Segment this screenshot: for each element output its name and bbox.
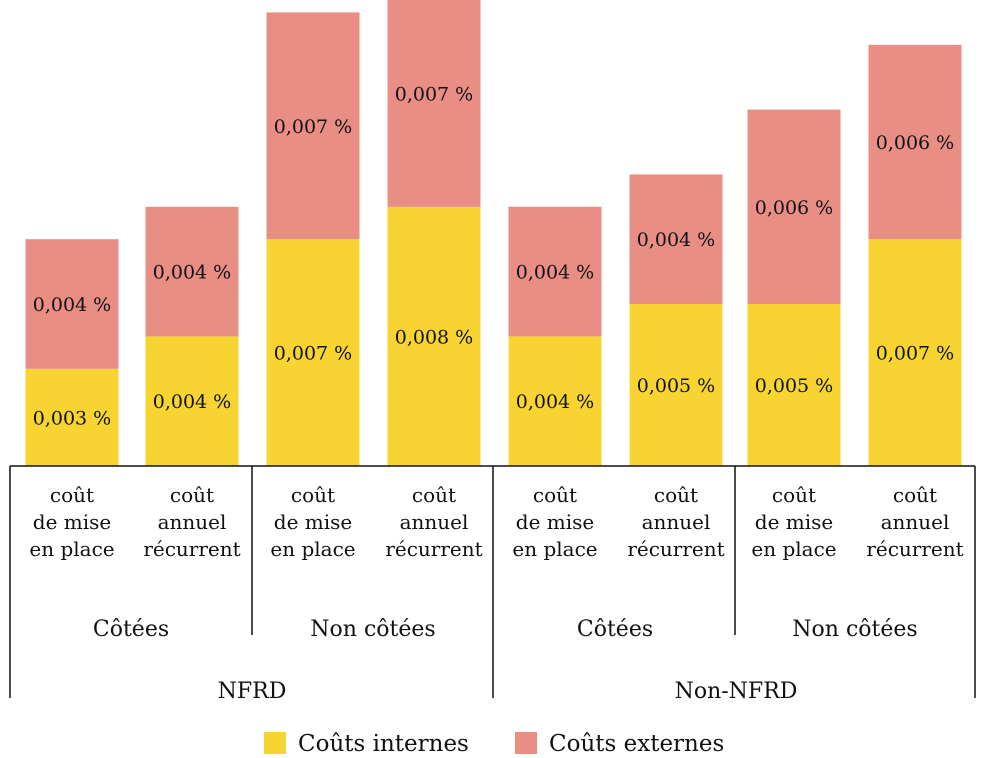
data-label-internal-8: 0,007 %	[876, 343, 955, 365]
data-label-external-8: 0,006 %	[876, 132, 955, 154]
bar-internal-7	[747, 304, 841, 466]
category-label-1-line-2: de mise	[33, 510, 111, 534]
subgroup-label-1: Côtées	[93, 617, 169, 642]
subgroup-label-2: Non côtées	[310, 617, 435, 642]
bar-internal-6	[629, 304, 723, 466]
data-label-external-7: 0,006 %	[755, 197, 834, 219]
category-label-2-line-3: récurrent	[143, 537, 240, 561]
category-label-8-line-3: récurrent	[866, 537, 963, 561]
category-label-3-line-2: de mise	[274, 510, 352, 534]
category-label-8-line-1: coût	[893, 483, 937, 507]
bar-internal-4	[387, 206, 481, 467]
category-label-8-line-2: annuel	[881, 510, 950, 534]
bar-external-7	[747, 109, 841, 304]
category-label-1-line-3: en place	[29, 537, 114, 561]
data-label-internal-6: 0,005 %	[637, 375, 716, 397]
legend-label-internal: Coûts internes	[298, 731, 469, 757]
subgroup-label-3: Côtées	[577, 617, 653, 642]
bar-internal-2	[145, 336, 239, 466]
legend-swatch-internal	[264, 732, 286, 754]
category-label-4-line-1: coût	[412, 483, 456, 507]
data-label-internal-3: 0,007 %	[274, 343, 353, 365]
bar-external-5	[508, 206, 602, 337]
legend-swatch-external	[515, 732, 537, 754]
bar-external-2	[145, 206, 239, 337]
data-label-external-1: 0,004 %	[33, 294, 112, 316]
bar-internal-1	[25, 368, 119, 466]
category-label-7-line-1: coût	[772, 483, 816, 507]
category-label-7-line-3: en place	[751, 537, 836, 561]
data-label-internal-2: 0,004 %	[153, 391, 232, 413]
bar-external-4	[387, 0, 481, 207]
category-label-6-line-2: annuel	[642, 510, 711, 534]
data-label-external-2: 0,004 %	[153, 262, 232, 284]
category-label-5-line-2: de mise	[516, 510, 594, 534]
category-label-2-line-2: annuel	[158, 510, 227, 534]
data-label-internal-7: 0,005 %	[755, 375, 834, 397]
data-label-internal-5: 0,004 %	[516, 391, 595, 413]
bar-external-3	[266, 12, 360, 240]
data-label-external-4: 0,007 %	[395, 83, 474, 105]
group-label-1: NFRD	[218, 679, 287, 704]
category-label-7-line-2: de mise	[755, 510, 833, 534]
category-label-6-line-3: récurrent	[627, 537, 724, 561]
bar-internal-8	[868, 239, 962, 466]
bar-external-1	[25, 239, 119, 369]
bar-internal-3	[266, 239, 360, 466]
legend-label-external: Coûts externes	[549, 731, 724, 757]
category-label-5-line-3: en place	[512, 537, 597, 561]
bar-internal-5	[508, 336, 602, 466]
data-label-internal-1: 0,003 %	[33, 407, 112, 429]
data-label-internal-4: 0,008 %	[395, 326, 474, 348]
data-label-external-5: 0,004 %	[516, 262, 595, 284]
category-label-4-line-3: récurrent	[385, 537, 482, 561]
data-label-external-6: 0,004 %	[637, 229, 716, 251]
category-label-3-line-1: coût	[291, 483, 335, 507]
bar-external-6	[629, 174, 723, 304]
category-label-2-line-1: coût	[170, 483, 214, 507]
subgroup-label-4: Non côtées	[792, 617, 917, 642]
category-label-1-line-1: coût	[50, 483, 94, 507]
category-label-6-line-1: coût	[654, 483, 698, 507]
bar-external-8	[868, 44, 962, 240]
category-label-5-line-1: coût	[533, 483, 577, 507]
category-label-4-line-2: annuel	[400, 510, 469, 534]
category-label-3-line-3: en place	[270, 537, 355, 561]
group-label-2: Non-NFRD	[675, 679, 798, 704]
data-label-external-3: 0,007 %	[274, 116, 353, 138]
